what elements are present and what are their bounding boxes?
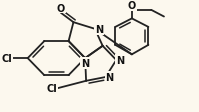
Text: N: N [105, 72, 114, 82]
Text: N: N [95, 25, 103, 34]
Text: Cl: Cl [1, 54, 12, 64]
Text: N: N [81, 59, 89, 69]
Text: Cl: Cl [46, 84, 57, 94]
Text: O: O [128, 1, 136, 11]
Text: O: O [57, 4, 65, 14]
Text: N: N [116, 56, 124, 65]
